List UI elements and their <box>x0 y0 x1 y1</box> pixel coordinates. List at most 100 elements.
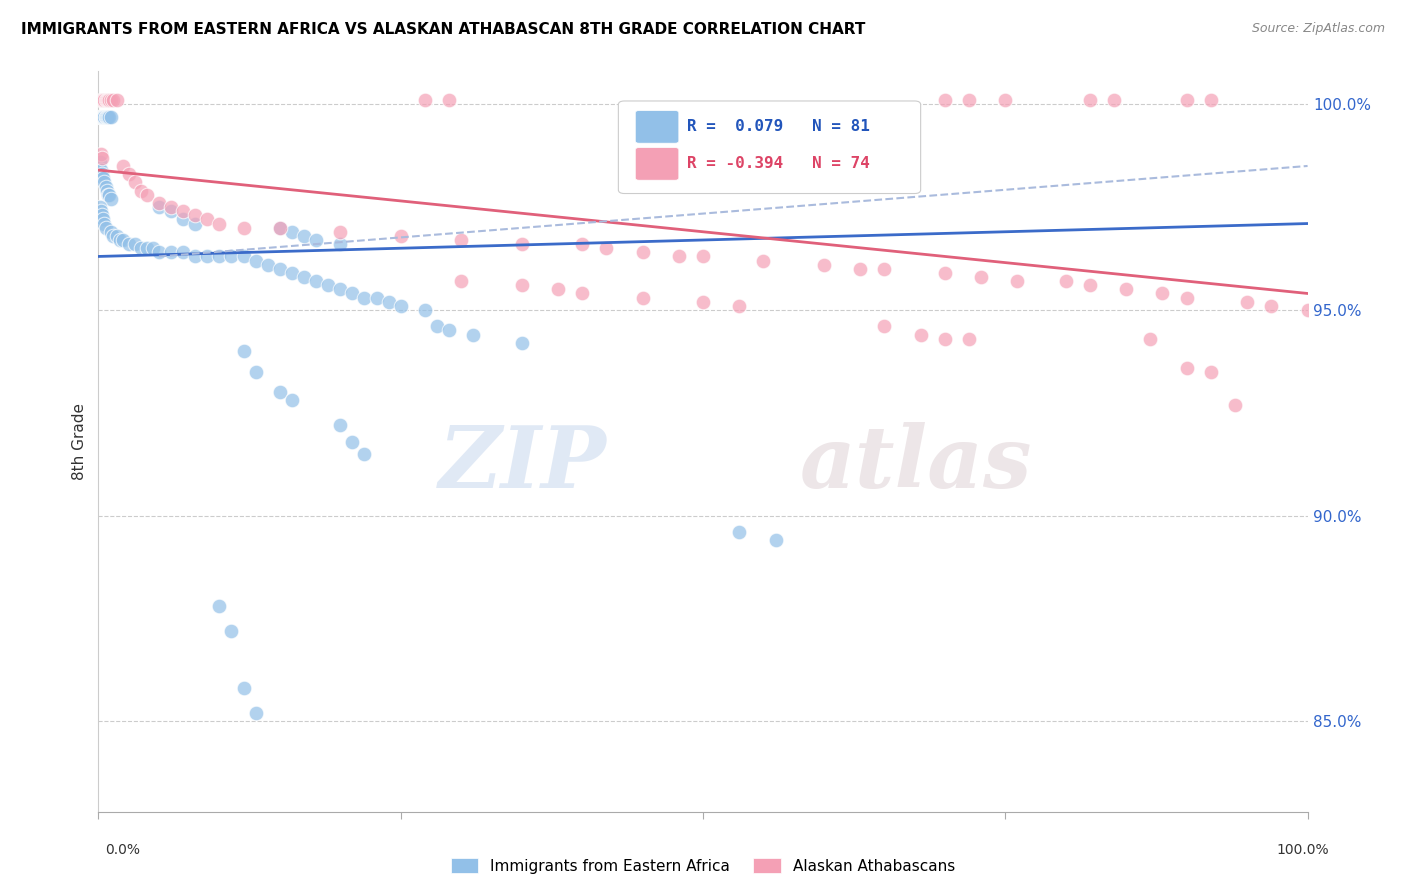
Point <box>91 93 114 107</box>
Point <box>547 282 569 296</box>
Point <box>142 241 165 255</box>
Point <box>91 167 114 181</box>
Point <box>184 217 207 231</box>
Point <box>463 327 485 342</box>
Text: 0.0%: 0.0% <box>105 843 141 857</box>
Point <box>91 93 114 107</box>
Point <box>90 163 112 178</box>
Point <box>873 261 896 276</box>
Point <box>353 291 375 305</box>
Point <box>329 418 352 433</box>
Point <box>148 196 170 211</box>
Point <box>90 110 112 124</box>
Point <box>195 212 218 227</box>
Point <box>692 250 714 264</box>
Point <box>305 274 328 288</box>
Point <box>1102 93 1125 107</box>
Point <box>1078 93 1101 107</box>
Point <box>135 187 157 202</box>
Point <box>129 241 152 255</box>
Point <box>101 93 124 107</box>
Point <box>208 217 231 231</box>
Legend: Immigrants from Eastern Africa, Alaskan Athabascans: Immigrants from Eastern Africa, Alaskan … <box>444 852 962 880</box>
Point <box>1199 365 1222 379</box>
Point <box>389 299 412 313</box>
Point <box>813 258 835 272</box>
FancyBboxPatch shape <box>619 101 921 194</box>
Point <box>208 599 231 613</box>
Point <box>111 233 134 247</box>
Point <box>342 434 364 449</box>
Point <box>89 154 111 169</box>
Point <box>91 151 114 165</box>
Point <box>957 93 980 107</box>
Point <box>329 237 352 252</box>
Point <box>96 93 118 107</box>
Point <box>1007 274 1029 288</box>
Text: atlas: atlas <box>800 422 1032 506</box>
Point <box>316 278 339 293</box>
Point <box>91 110 114 124</box>
Point <box>269 261 291 276</box>
Point <box>873 319 896 334</box>
Point <box>90 146 112 161</box>
Point <box>1175 93 1198 107</box>
Point <box>98 110 121 124</box>
Text: ZIP: ZIP <box>439 422 606 506</box>
Point <box>366 291 388 305</box>
Point <box>91 110 114 124</box>
Point <box>97 110 120 124</box>
Point <box>1296 302 1319 317</box>
Point <box>413 93 436 107</box>
Point <box>160 200 183 214</box>
Point <box>256 258 278 272</box>
Point <box>269 220 291 235</box>
Point <box>269 220 291 235</box>
Point <box>90 93 112 107</box>
Point <box>631 245 654 260</box>
Point <box>118 167 141 181</box>
Point <box>184 208 207 222</box>
Point <box>450 274 472 288</box>
Point <box>93 217 115 231</box>
Point <box>245 365 267 379</box>
Point <box>94 93 117 107</box>
Point <box>595 241 617 255</box>
Point <box>93 110 115 124</box>
Point <box>389 228 412 243</box>
Point <box>510 278 533 293</box>
Point <box>100 225 122 239</box>
Point <box>89 110 111 124</box>
Point <box>98 187 121 202</box>
Point <box>450 233 472 247</box>
Text: R =  0.079   N = 81: R = 0.079 N = 81 <box>688 120 870 135</box>
Point <box>571 237 593 252</box>
Point <box>94 110 117 124</box>
Point <box>129 184 152 198</box>
Point <box>994 93 1017 107</box>
Point <box>437 324 460 338</box>
Point <box>1054 274 1077 288</box>
Point <box>221 250 243 264</box>
Point <box>765 533 787 548</box>
Point <box>245 253 267 268</box>
Point <box>184 250 207 264</box>
Point <box>728 524 751 539</box>
Point <box>1175 291 1198 305</box>
Point <box>93 176 115 190</box>
Point <box>221 624 243 638</box>
FancyBboxPatch shape <box>636 111 679 144</box>
Point <box>342 286 364 301</box>
Point <box>96 184 118 198</box>
Point <box>91 212 114 227</box>
Point <box>1175 360 1198 375</box>
Point <box>195 250 218 264</box>
Text: 100.0%: 100.0% <box>1277 843 1329 857</box>
Point <box>1139 332 1161 346</box>
Point <box>100 93 122 107</box>
Point <box>1223 397 1246 411</box>
Point <box>245 706 267 720</box>
Point <box>934 266 956 280</box>
Point <box>93 110 115 124</box>
Point <box>668 250 690 264</box>
